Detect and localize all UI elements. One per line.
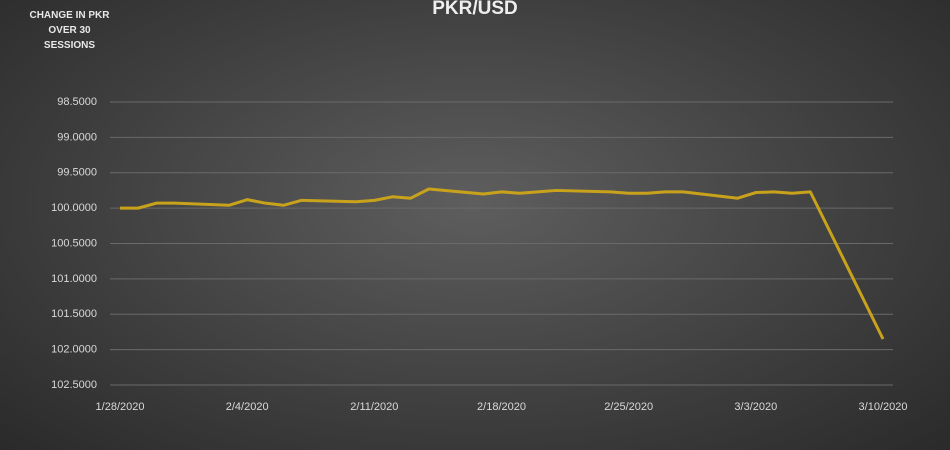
x-tick-label: 3/10/2020: [859, 401, 908, 413]
x-tick-label: 2/18/2020: [477, 401, 526, 413]
chart-title: PKR/USD: [432, 0, 518, 19]
y-tick-label: 101.0000: [51, 273, 97, 285]
x-tick-label: 2/11/2020: [350, 401, 398, 413]
line: [120, 187, 885, 340]
y-tick-label: 102.5000: [51, 379, 97, 391]
y-tick-label: 100.0000: [51, 202, 97, 214]
x-tick-label: 3/3/2020: [734, 401, 777, 413]
y-tick-label: 100.5000: [51, 237, 97, 249]
y-tick-label: 99.5000: [57, 167, 97, 179]
y-tick-label: 98.5000: [57, 96, 97, 108]
y-tick-label: 99.0000: [57, 131, 97, 143]
y-tick-label: 102.0000: [51, 344, 97, 356]
x-tick-label: 2/4/2020: [226, 401, 269, 413]
x-tick-label: 2/25/2020: [604, 401, 653, 413]
x-tick-label: 1/28/2020: [96, 401, 145, 413]
annotation: CHANGE IN PKR OVER 30 SESSIONS: [29, 10, 110, 51]
y-tick-label: 101.5000: [51, 308, 97, 320]
